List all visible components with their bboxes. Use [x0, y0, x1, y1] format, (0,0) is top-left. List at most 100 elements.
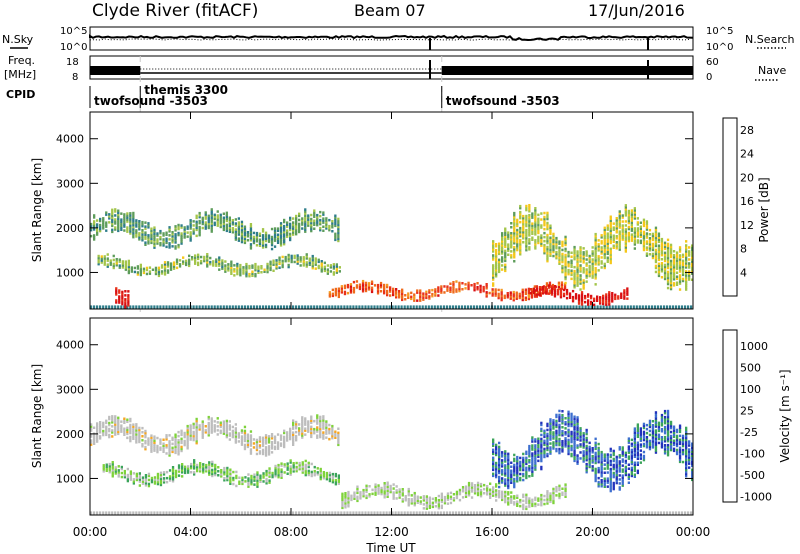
- floor-cell: [581, 511, 584, 515]
- data-cell: [606, 485, 609, 488]
- data-cell: [132, 423, 135, 426]
- data-cell: [208, 467, 211, 470]
- floor-cell: [99, 511, 102, 515]
- floor-cell: [617, 305, 620, 309]
- data-cell: [630, 235, 633, 238]
- data-cell: [603, 250, 606, 254]
- data-cell: [328, 479, 331, 483]
- data-cell: [588, 270, 591, 274]
- data-cell: [292, 419, 295, 422]
- data-cell: [543, 235, 546, 239]
- data-cell: [251, 270, 254, 273]
- data-cell: [301, 219, 304, 222]
- data-cell: [615, 481, 618, 485]
- data-cell: [552, 499, 555, 503]
- data-cell: [558, 427, 561, 431]
- data-cell: [546, 241, 549, 245]
- data-cell: [265, 473, 268, 477]
- data-cell: [267, 445, 271, 448]
- data-cell: [594, 271, 597, 274]
- data-cell: [141, 435, 144, 438]
- data-cell: [206, 255, 209, 258]
- data-cell: [177, 231, 180, 235]
- data-cell: [247, 485, 250, 488]
- data-cell: [264, 231, 268, 235]
- data-cell: [591, 268, 594, 271]
- data-cell: [546, 213, 549, 217]
- data-cell: [582, 253, 585, 256]
- data-cell: [567, 272, 570, 276]
- data-cell: [428, 297, 431, 300]
- data-cell: [117, 424, 120, 428]
- data-cell: [350, 496, 353, 500]
- data-cell: [606, 238, 609, 241]
- floor-cell: [421, 511, 424, 515]
- data-cell: [666, 274, 670, 278]
- data-cell: [284, 255, 287, 259]
- data-cell: [555, 435, 558, 439]
- data-cell: [127, 290, 130, 293]
- data-cell: [678, 270, 682, 273]
- data-cell: [154, 266, 158, 270]
- data-cell: [419, 295, 422, 298]
- data-cell: [509, 291, 512, 294]
- data-cell: [185, 261, 188, 265]
- data-cell: [571, 289, 575, 293]
- data-cell: [498, 493, 501, 497]
- data-cell: [560, 283, 564, 286]
- data-cell: [666, 254, 670, 258]
- data-cell: [347, 496, 350, 500]
- data-cell: [165, 237, 168, 240]
- data-cell: [558, 451, 561, 455]
- data-cell: [492, 248, 495, 251]
- floor-cell: [427, 511, 430, 515]
- data-cell: [115, 293, 118, 296]
- freq-dropout-0: [429, 60, 431, 79]
- data-cell: [99, 217, 102, 221]
- data-cell: [163, 263, 167, 266]
- data-cell: [271, 473, 274, 477]
- data-cell: [334, 222, 337, 226]
- data-cell: [219, 225, 222, 229]
- data-cell: [135, 429, 138, 432]
- data-cell: [504, 249, 507, 253]
- data-cell: [609, 477, 612, 481]
- data-cell: [495, 475, 498, 479]
- floor-cell: [123, 511, 126, 515]
- data-cell: [504, 253, 507, 257]
- data-cell: [594, 261, 597, 264]
- data-cell: [594, 249, 597, 252]
- data-cell: [259, 480, 262, 483]
- nsky-label: N.Sky: [2, 33, 34, 46]
- data-cell: [123, 217, 126, 220]
- data-cell: [660, 237, 664, 241]
- data-cell: [567, 412, 570, 416]
- data-cell: [603, 246, 606, 250]
- data-cell: [319, 477, 322, 481]
- data-cell: [540, 493, 543, 497]
- data-cell: [507, 452, 510, 456]
- data-cell: [558, 417, 561, 421]
- data-cell: [270, 227, 274, 231]
- floor-cell: [629, 305, 632, 309]
- data-cell: [271, 475, 274, 479]
- data-cell: [207, 222, 210, 226]
- data-cell: [386, 493, 389, 496]
- data-cell: [431, 292, 434, 296]
- data-cell: [639, 231, 642, 234]
- data-cell: [295, 436, 298, 440]
- data-cell: [482, 289, 485, 293]
- data-cell: [540, 443, 543, 447]
- data-cell: [112, 264, 115, 268]
- data-cell: [129, 218, 132, 221]
- data-cell: [213, 223, 216, 227]
- data-cell: [295, 424, 298, 428]
- data-cell: [561, 254, 564, 258]
- floor-cell: [454, 305, 457, 309]
- data-cell: [319, 431, 322, 435]
- data-cell: [666, 244, 670, 248]
- data-cell: [582, 247, 585, 250]
- floor-cell: [373, 305, 376, 309]
- data-cell: [311, 258, 314, 262]
- data-cell: [392, 493, 395, 496]
